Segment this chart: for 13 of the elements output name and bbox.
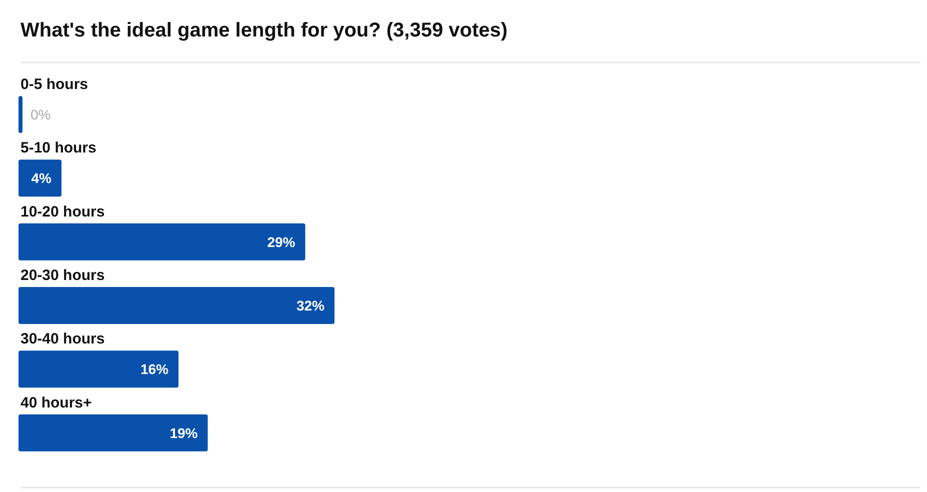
data-label: 19% [170,424,198,441]
chart-title: What's the ideal game length for you? (3,359 votes) [20,20,508,42]
y-tick-label: 5-10 hours [20,140,96,157]
data-label: 16% [140,361,170,378]
data-label: 29% [267,234,296,250]
data-label: 4% [31,170,52,186]
data-label: 32% [296,298,326,314]
y-tick-label: 40 hours+ [20,394,92,412]
y-tick-label: 20-30 hours [20,267,105,284]
y-tick-label: 10-20 hours [20,203,105,220]
y-tick-label: 0-5 hours [20,76,88,93]
y-tick-label: 30-40 hours [20,330,105,348]
data-label: 0% [30,106,51,122]
